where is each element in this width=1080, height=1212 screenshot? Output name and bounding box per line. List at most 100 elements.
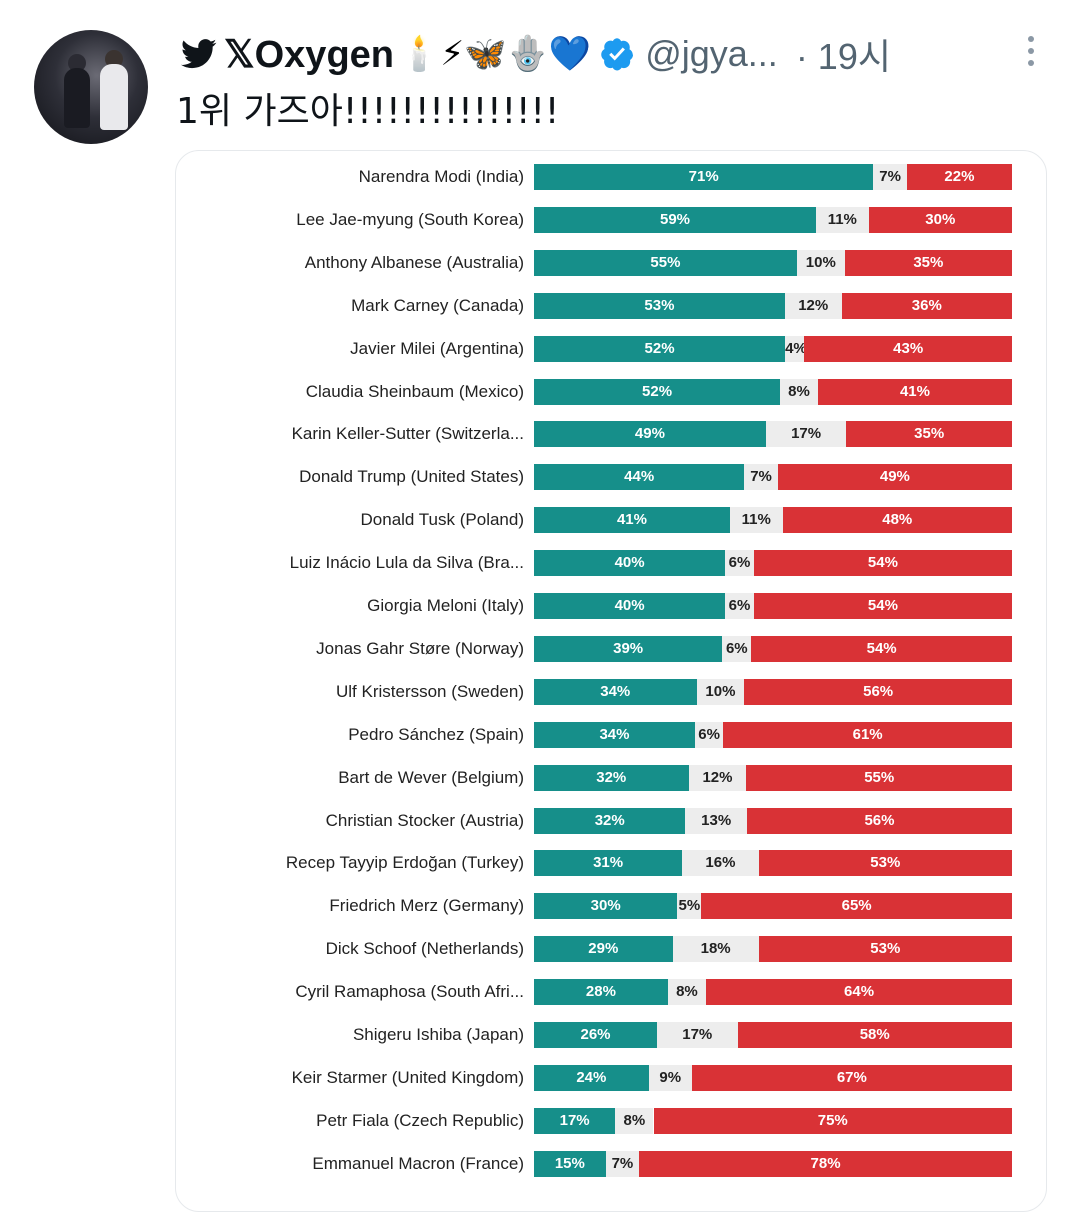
chart-row: Javier Milei (Argentina) 52%4%43% — [176, 335, 1046, 362]
chart-row-label: Luiz Inácio Lula da Silva (Bra... — [289, 553, 524, 573]
disapprove-bar: 54% — [753, 550, 1012, 577]
chart-row: Donald Tusk (Poland) 41% 11% 48% — [176, 507, 1046, 534]
disapprove-bar: 58% — [737, 1022, 1012, 1048]
disapprove-bar: 56% — [746, 807, 1012, 834]
chart-row: Pedro Sánchez (Spain) 34% 6% 61% — [176, 721, 1046, 748]
approve-bar: 17% — [534, 1107, 616, 1134]
approve-bar: 34% — [534, 678, 697, 705]
approve-bar: 55% — [534, 249, 797, 276]
neutral-bar: 12% — [688, 764, 747, 791]
chart-row: Christian Stocker (Austria) 32% 13% 56% — [176, 807, 1046, 834]
approve-bar: 28% — [534, 979, 668, 1006]
chart-row-label: Claudia Sheinbaum (Mexico) — [305, 381, 524, 401]
chart-row: Ulf Kristersson (Sweden) 34% 10% 56% — [176, 678, 1046, 705]
neutral-bar: 5% — [677, 893, 702, 920]
neutral-bar: 7% — [744, 464, 778, 491]
disapprove-bar: 35% — [846, 421, 1012, 448]
disapprove-bar: 64% — [706, 979, 1012, 1006]
chart-row: Emmanuel Macron (France) 15% 7% 78% — [176, 1150, 1046, 1177]
neutral-bar: 13% — [685, 807, 747, 834]
disapprove-bar: 56% — [744, 678, 1012, 705]
chart-row: Cyril Ramaphosa (South Afri... 28% 8% 64% — [176, 979, 1046, 1006]
disapprove-bar: 43% — [804, 335, 1012, 362]
approve-bar: 34% — [534, 721, 695, 748]
chart-row-label: Christian Stocker (Austria) — [325, 810, 524, 830]
display-name[interactable]: 𝕏Oxygen — [224, 33, 394, 76]
chart-row-label: Ulf Kristersson (Sweden) — [335, 681, 524, 701]
disapprove-bar: 55% — [746, 764, 1012, 791]
avatar-figure — [64, 68, 90, 128]
chart-row: Karin Keller-Sutter (Switzerla... 49% 17% 3… — [176, 421, 1046, 448]
chart-row-label: Emmanuel Macron (France) — [312, 1153, 524, 1173]
twitter-bird-icon — [181, 39, 217, 69]
approve-bar: 39% — [534, 635, 723, 662]
avatar[interactable] — [34, 30, 148, 144]
disapprove-bar: 78% — [639, 1150, 1012, 1177]
approve-bar: 40% — [534, 593, 726, 619]
tweet-header: 𝕏Oxygen 🕯️⚡🦋🪬💙 @jgya... · 19시 — [180, 28, 1060, 80]
neutral-bar: 8% — [615, 1107, 654, 1134]
disapprove-bar: 54% — [751, 635, 1012, 662]
neutral-bar: 6% — [725, 593, 754, 619]
approve-bar: 52% — [534, 335, 786, 362]
chart-row: Lee Jae-myung (South Korea) 59% 11% 30% — [176, 206, 1046, 233]
neutral-bar: 9% — [648, 1064, 692, 1091]
tweet-text: 1위 가즈아!!!!!!!!!!!!!!! — [176, 91, 560, 132]
neutral-bar: 6% — [694, 721, 724, 748]
chart-row-label: Bart de Wever (Belgium) — [338, 767, 524, 787]
neutral-bar: 12% — [784, 292, 842, 319]
chart-row-label: Anthony Albanese (Australia) — [304, 252, 524, 272]
chart-row-label: Cyril Ramaphosa (South Afri... — [295, 982, 524, 1002]
chart-row-label: Mark Carney (Canada) — [351, 295, 524, 315]
chart-row-label: Narendra Modi (India) — [358, 167, 524, 186]
chart-row-label: Giorgia Meloni (Italy) — [367, 596, 524, 615]
approve-bar: 44% — [534, 464, 745, 491]
disapprove-bar: 65% — [701, 893, 1012, 920]
neutral-bar: 7% — [873, 164, 907, 190]
neutral-bar: 4% — [785, 335, 805, 362]
name-emojis: 🕯️⚡🦋🪬💙 — [398, 34, 592, 74]
tweet-time[interactable]: · 19시 — [795, 36, 891, 77]
neutral-bar: 6% — [725, 550, 754, 577]
neutral-bar: 11% — [729, 507, 783, 534]
disapprove-bar: 30% — [868, 206, 1012, 233]
approve-bar: 71% — [534, 164, 874, 190]
chart-row: Bart de Wever (Belgium) 32% 12% 55% — [176, 764, 1046, 791]
chart-row: Narendra Modi (India) 71% 7% 22% — [176, 164, 1046, 190]
chart-row: Luiz Inácio Lula da Silva (Bra... 40% 6% 54… — [176, 550, 1046, 577]
approve-bar: 30% — [534, 893, 678, 920]
chart-row-label: Lee Jae-myung (South Korea) — [296, 209, 524, 229]
approve-bar: 52% — [534, 378, 781, 405]
disapprove-bar: 36% — [841, 292, 1012, 319]
disapprove-bar: 61% — [723, 721, 1012, 748]
neutral-bar: 8% — [667, 979, 707, 1006]
neutral-bar: 17% — [657, 1022, 738, 1048]
chart-row: Dick Schoof (Netherlands) 29% 18% 53% — [176, 936, 1046, 963]
approve-bar: 41% — [534, 507, 730, 534]
neutral-bar: 11% — [816, 206, 869, 233]
chart-row: Claudia Sheinbaum (Mexico) 52% 8% 41% — [176, 378, 1046, 405]
neutral-bar: 8% — [780, 378, 818, 405]
avatar-figure — [100, 64, 128, 130]
chart-row-label: Pedro Sánchez (Spain) — [348, 724, 524, 744]
disapprove-bar: 53% — [758, 936, 1012, 963]
chart-row-label: Karin Keller-Sutter (Switzerla... — [291, 424, 524, 444]
chart-row: Shigeru Ishiba (Japan) 26% 17% 58% — [176, 1022, 1046, 1048]
disapprove-bar: 53% — [758, 850, 1012, 877]
more-options-icon[interactable] — [1026, 36, 1036, 72]
tweet-media-chart[interactable]: Narendra Modi (India) 71% 7% 22% Lee Jae-myu… — [175, 150, 1047, 1212]
neutral-bar: 17% — [765, 421, 847, 448]
disapprove-bar: 75% — [653, 1107, 1012, 1134]
chart-row-label: Dick Schoof (Netherlands) — [325, 939, 524, 959]
neutral-bar: 18% — [672, 936, 759, 963]
chart-row-label: Keir Starmer (United Kingdom) — [291, 1067, 524, 1087]
neutral-bar: 10% — [696, 678, 745, 705]
approve-bar: 32% — [534, 764, 689, 791]
disapprove-bar: 35% — [844, 249, 1012, 276]
chart-row-label: Donald Tusk (Poland) — [360, 510, 524, 530]
approve-bar: 32% — [534, 807, 686, 834]
user-handle[interactable]: @jgya... — [645, 33, 778, 74]
approve-bar: 24% — [534, 1064, 649, 1091]
disapprove-bar: 22% — [906, 164, 1012, 190]
chart-row-label: Shigeru Ishiba (Japan) — [352, 1025, 524, 1044]
